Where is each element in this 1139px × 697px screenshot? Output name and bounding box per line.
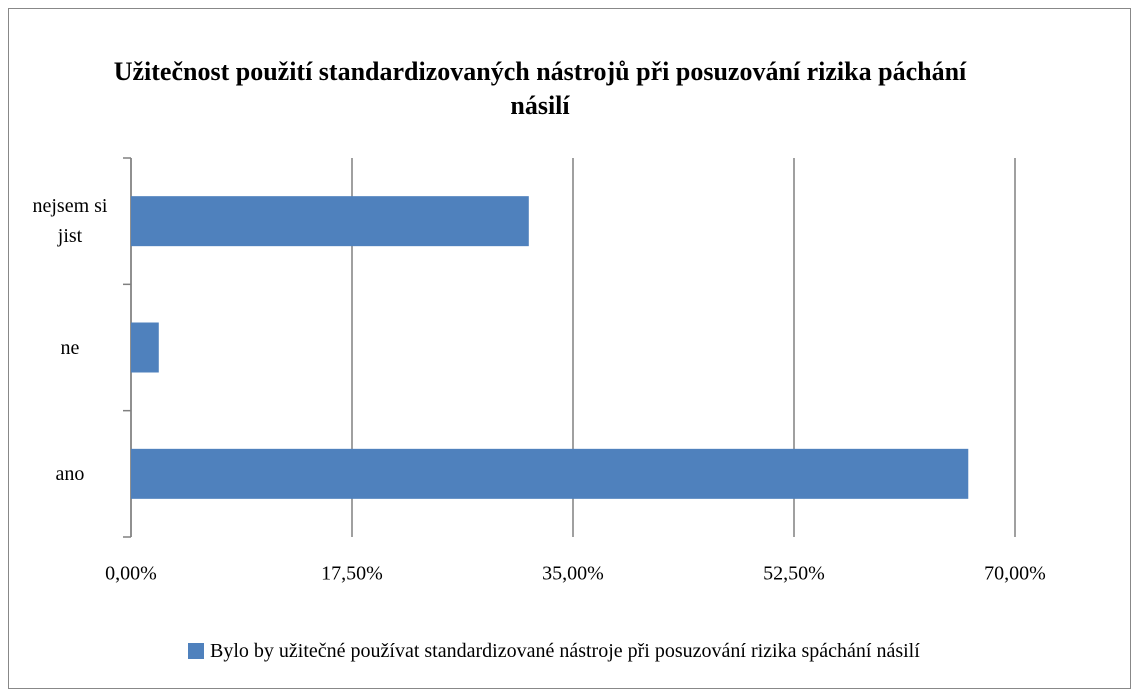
bar — [131, 196, 529, 247]
chart-border — [8, 8, 1131, 689]
legend-swatch — [188, 643, 204, 659]
y-tick-label: ano — [55, 462, 85, 485]
x-tick-label: 70,00% — [984, 563, 1046, 585]
chart-title: Užitečnost použití standardizovaných nás… — [113, 57, 967, 120]
bar — [131, 322, 159, 373]
x-tick-label: 0,00% — [105, 563, 157, 585]
legend-label: Bylo by užitečné používat standardizovan… — [210, 640, 920, 662]
x-tick-label: 52,50% — [763, 563, 825, 585]
x-tick-label: 17,50% — [321, 563, 383, 585]
x-tick-label: 35,00% — [542, 563, 604, 585]
y-tick-label: nejsem si jist — [32, 195, 108, 248]
y-tick-label: ne — [60, 336, 80, 359]
bar — [131, 448, 969, 499]
